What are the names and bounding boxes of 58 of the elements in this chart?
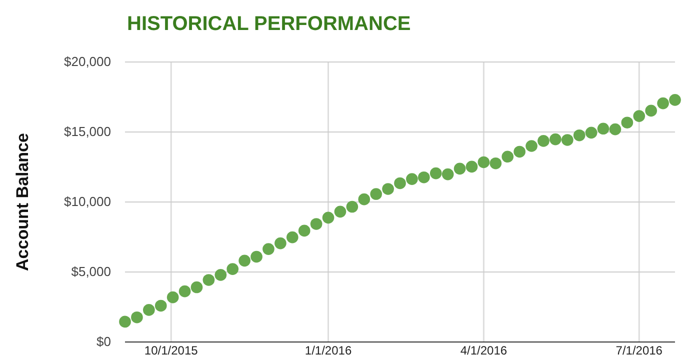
point — [250, 250, 262, 263]
point — [526, 140, 538, 152]
point — [394, 177, 406, 190]
point — [214, 269, 227, 281]
y-tick-label: $20,000 — [64, 54, 111, 70]
x-tick-label: 10/1/2015 — [144, 344, 198, 358]
point — [190, 281, 203, 294]
x-tick-label: 7/1/2016 — [616, 344, 663, 358]
point — [119, 316, 131, 328]
point — [334, 206, 346, 218]
point — [418, 171, 430, 184]
point — [538, 135, 550, 147]
point — [262, 243, 274, 255]
point — [669, 94, 681, 106]
point — [550, 133, 562, 146]
point — [597, 122, 610, 135]
point — [358, 193, 370, 206]
x-tick-label: 1/1/2016 — [304, 344, 352, 358]
point — [454, 162, 466, 175]
point — [238, 254, 250, 267]
y-tick-label: $15,000 — [64, 124, 111, 140]
y-tick-label: $5,000 — [71, 264, 111, 280]
point — [502, 150, 514, 163]
point — [178, 285, 191, 298]
point — [370, 188, 382, 200]
point — [406, 173, 418, 185]
point — [322, 212, 334, 224]
point — [478, 156, 490, 168]
point — [226, 263, 239, 275]
point — [142, 304, 155, 316]
point — [154, 300, 167, 312]
point — [657, 97, 669, 110]
y-tick-label: $10,000 — [64, 194, 111, 210]
point — [490, 157, 502, 170]
point — [645, 104, 658, 117]
point — [131, 311, 143, 324]
y-tick-label: $0 — [96, 334, 111, 350]
point — [430, 167, 442, 180]
point — [573, 129, 586, 142]
point — [382, 183, 394, 195]
point — [346, 200, 358, 213]
point — [166, 291, 179, 304]
point — [561, 134, 574, 146]
point — [298, 224, 310, 237]
point — [202, 274, 215, 286]
point — [609, 123, 622, 136]
point — [633, 110, 646, 122]
point — [310, 218, 322, 230]
point — [274, 237, 286, 250]
x-tick-label: 4/1/2016 — [460, 344, 508, 358]
point — [621, 116, 634, 129]
y-axis-title: Account Balance — [13, 133, 32, 271]
chart-title: HISTORICAL PERFORMANCE — [127, 13, 411, 35]
point — [466, 160, 478, 173]
point — [514, 146, 526, 158]
point — [286, 231, 298, 244]
point — [442, 168, 454, 180]
point — [585, 126, 598, 139]
